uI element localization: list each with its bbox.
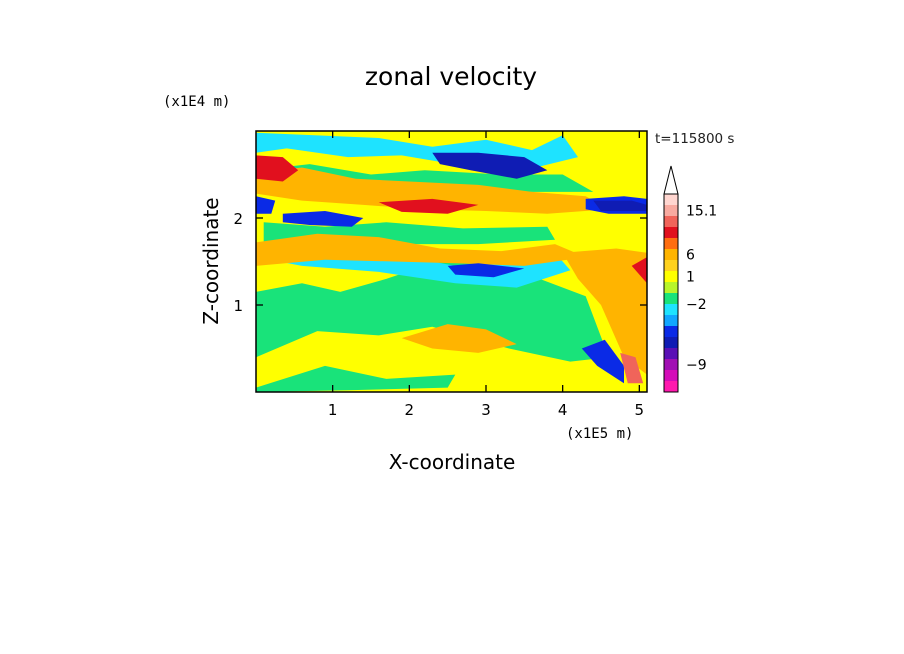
contour-region-19 [432, 152, 548, 179]
contour-region-15 [282, 211, 364, 227]
colorbar-swatch [664, 249, 678, 260]
colorbar-swatch [664, 304, 678, 315]
x-tick-label: 3 [481, 401, 491, 419]
x-multiplier-label: (x1E5 m) [566, 426, 633, 442]
colorbar-swatch [664, 227, 678, 238]
colorbar-swatch [664, 293, 678, 304]
colorbar-swatch [664, 381, 678, 392]
y-tick-label: 2 [233, 210, 243, 228]
colorbar-swatch [664, 216, 678, 227]
time-label: t=115800 s [655, 131, 734, 147]
colorbar: 15.1 6 1 −2 −9 [663, 165, 717, 393]
x-axis-label: X-coordinate [389, 450, 516, 474]
contour-region-10 [401, 324, 517, 353]
plot-area [256, 131, 647, 392]
chart-title: zonal velocity [365, 62, 537, 91]
y-axis-label: Z-coordinate [199, 197, 223, 324]
x-tick-label: 5 [635, 401, 645, 419]
colorbar-label: 15.1 [686, 204, 717, 220]
contour-region-9 [562, 248, 647, 375]
contour-region-8 [256, 233, 586, 266]
colorbar-label: 1 [686, 270, 695, 286]
y-multiplier-label: (x1E4 m) [163, 94, 230, 110]
colorbar-swatch [664, 359, 678, 370]
y-tick-label: 1 [233, 297, 243, 315]
colorbar-label: −2 [686, 297, 707, 313]
colorbar-swatch [664, 238, 678, 249]
colorbar-label: 6 [686, 248, 695, 264]
contour-region-14 [256, 196, 276, 214]
contour-region-11 [256, 155, 299, 182]
colorbar-swatch [664, 337, 678, 348]
x-axis: 1 2 3 4 5 [328, 131, 644, 419]
colorbar-label: −9 [686, 358, 707, 374]
plot-frame [255, 130, 648, 393]
colorbar-swatch [664, 205, 678, 216]
colorbar-swatch [664, 282, 678, 293]
colorbar-swatch [664, 348, 678, 359]
contour-region-21 [620, 352, 644, 384]
contour-region-18 [581, 339, 624, 384]
y-axis: 12 [233, 210, 647, 315]
contour-region-12 [378, 198, 479, 214]
contour-region-13 [631, 257, 647, 284]
x-tick-label: 1 [328, 401, 338, 419]
x-tick-label: 2 [405, 401, 415, 419]
colorbar-extend-arrow [663, 165, 679, 195]
colorbar-swatch [664, 315, 678, 326]
colorbar-swatch [664, 271, 678, 282]
colorbar-swatch [664, 370, 678, 381]
contour-region-7 [256, 167, 609, 214]
colorbar-swatch [664, 260, 678, 271]
colorbar-swatch [664, 194, 678, 205]
x-tick-label: 4 [558, 401, 568, 419]
contour-region-20 [593, 200, 647, 211]
colorbar-swatch [664, 326, 678, 337]
contour-region-2 [256, 365, 456, 392]
contour-region-17 [447, 263, 525, 278]
